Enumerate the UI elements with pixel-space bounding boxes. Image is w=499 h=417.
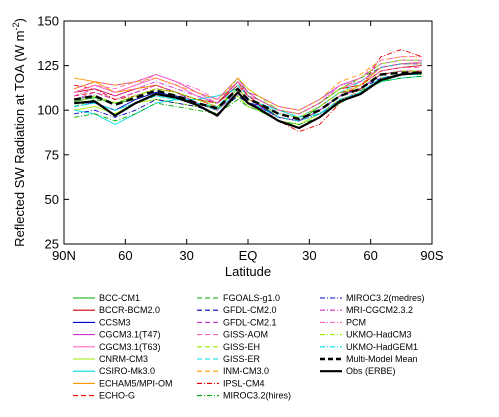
legend-label-5: CNRM-CM3: [99, 354, 148, 364]
legend-label-21: UKMO-HadCM3: [346, 330, 412, 340]
y-axis-title-close: ): [12, 18, 27, 22]
legend: BCC-CM1 BCCR-BCM2.0 CCSM3 CGCM3.1(T47) CGCM3…: [73, 293, 425, 401]
legend-label-13: GISS-EH: [223, 342, 260, 352]
x-tick-label-6: 90S: [420, 248, 443, 263]
legend-label-6: CSIRO-Mk3.0: [99, 366, 155, 376]
legend-label-7: ECHAM5/MPI-OM: [99, 378, 173, 388]
y-axis-title: Reflected SW Radiation at TOA (W m-2): [11, 18, 27, 247]
legend-label-9: FGOALS-g1.0: [223, 293, 280, 303]
tick-labels: 25 50 75 100 125 150 90N 60 30 EQ 30 60 90S: [37, 14, 444, 264]
legend-label-2: CCSM3: [99, 317, 131, 327]
series-line-20: [74, 56, 422, 115]
legend-label-18: MIROC3.2(medres): [346, 293, 425, 303]
legend-label-15: INM-CM3.0: [223, 366, 269, 376]
legend-label-1: BCCR-BCM2.0: [99, 305, 160, 315]
y-tick-label-5: 150: [37, 14, 59, 29]
axis-ticks: [63, 20, 433, 245]
x-tick-label-5: 60: [363, 248, 377, 263]
series-line-19: [74, 63, 422, 115]
legend-label-4: CGCM3.1(T63): [99, 342, 161, 352]
legend-label-12: GISS-AOM: [223, 330, 268, 340]
y-axis-title-main: Reflected SW Radiation at TOA (W m: [12, 31, 27, 247]
y-tick-label-4: 125: [37, 58, 59, 73]
series-line-15: [74, 56, 422, 111]
x-tick-label-0: 90N: [52, 248, 76, 263]
series-line-23: [73, 71, 422, 121]
x-axis-title: Latitude: [225, 264, 271, 279]
legend-label-0: BCC-CM1: [99, 293, 140, 303]
y-tick-label-2: 75: [45, 147, 59, 162]
legend-label-20: PCM: [346, 317, 366, 327]
series-line-22: [74, 74, 422, 122]
y-axis-title-superscript: -2: [11, 23, 21, 31]
legend-label-16: IPSL-CM4: [223, 378, 265, 388]
plot-frame: [63, 20, 433, 245]
series-line-8: [74, 70, 422, 118]
legend-label-14: GISS-ER: [223, 354, 261, 364]
legend-label-11: GFDL-CM2.1: [223, 317, 277, 327]
legend-label-24: Obs (ERBE): [346, 366, 396, 376]
y-tick-label-3: 100: [37, 103, 59, 118]
x-tick-label-4: 30: [302, 248, 316, 263]
legend-label-10: GFDL-CM2.0: [223, 305, 277, 315]
y-tick-label-0: 25: [45, 237, 59, 252]
series-line-21: [74, 70, 422, 118]
legend-label-3: CGCM3.1(T47): [99, 330, 161, 340]
x-tick-label-3: EQ: [239, 248, 258, 263]
legend-label-22: UKMO-HadGEM1: [346, 342, 418, 352]
legend-label-17: MIROC3.2(hires): [223, 391, 291, 401]
plot-lines: [73, 49, 422, 133]
x-tick-label-1: 60: [118, 248, 132, 263]
y-tick-label-1: 50: [45, 192, 59, 207]
legend-label-19: MRI-CGCM2.3.2: [346, 305, 413, 315]
series-line-24: [74, 71, 422, 130]
legend-label-8: ECHO-G: [99, 391, 135, 401]
x-tick-label-2: 30: [179, 248, 193, 263]
series-line-18: [74, 74, 422, 122]
legend-label-23: Multi-Model Mean: [346, 354, 418, 364]
